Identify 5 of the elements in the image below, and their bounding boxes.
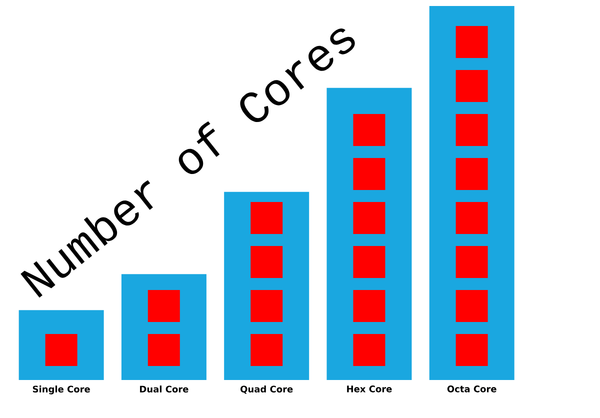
x-tick-label: Hex Core — [347, 386, 392, 392]
x-tick-label: Single Core — [32, 386, 90, 394]
x-tick-label: Octa Core — [447, 386, 496, 392]
x-tick-label: Dual Core — [140, 386, 188, 392]
x-tick-label: Quad Core — [240, 386, 293, 394]
